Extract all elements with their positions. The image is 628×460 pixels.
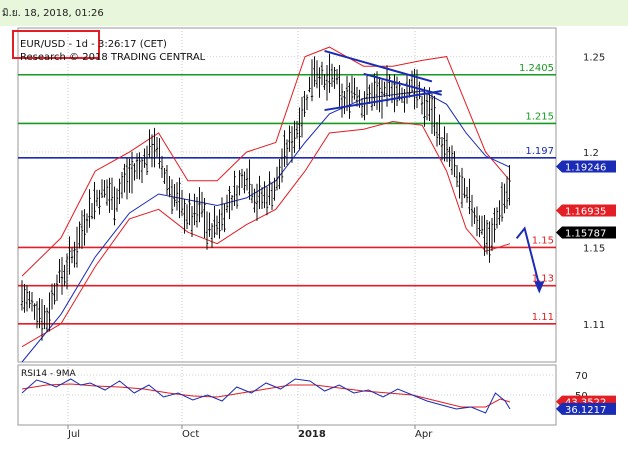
level-label: 1.13	[532, 274, 554, 285]
level-label: 1.197	[525, 146, 554, 157]
rsi-ma-line	[21, 383, 511, 408]
price-tag: 1.15787	[565, 228, 606, 239]
price-tag-bg	[556, 160, 616, 173]
date-bar: มิ.ย. 18, 2018, 01:26	[0, 0, 628, 26]
bollinger-lower	[21, 120, 511, 348]
rsi-line	[21, 378, 511, 414]
price-tag-bg	[556, 204, 616, 217]
x-tick-label: 2018	[298, 429, 326, 440]
rsi-tick-label: 70	[575, 371, 588, 382]
triangle-line	[324, 49, 433, 83]
forecast-arrowhead	[534, 281, 545, 294]
level-label: 1.11	[532, 312, 554, 323]
y-tick-label: 1.15	[583, 243, 605, 254]
rsi-tag: 36.1217	[565, 405, 606, 416]
series	[20, 46, 545, 363]
forecast-arrow	[515, 226, 541, 286]
level-label: 1.2405	[519, 63, 554, 74]
x-tick-label: Apr	[415, 429, 433, 440]
x-tick-label: Jul	[67, 429, 80, 440]
level-label: 1.215	[525, 111, 554, 122]
x-tick-label: Oct	[182, 429, 199, 440]
rsi-legend: RSI14 - 9MA	[21, 369, 77, 379]
triangle-line	[363, 72, 442, 96]
rsi-tag-bg	[556, 402, 616, 415]
moving-average	[21, 90, 511, 363]
date-text: มิ.ย. 18, 2018, 01:26	[2, 8, 104, 19]
highlight-box	[12, 30, 100, 59]
y-tick-label: 1.2	[583, 148, 599, 159]
price-tag-bg	[556, 226, 616, 239]
copyright-text: Research © 2018 TRADING CENTRAL	[20, 52, 206, 63]
rsi-series	[18, 374, 556, 414]
price-tag: 1.16935	[565, 207, 606, 218]
bollinger-upper	[21, 46, 511, 277]
level-label: 1.15	[532, 235, 554, 246]
y-tick-label: 1.11	[583, 320, 605, 331]
triangle-line	[324, 89, 442, 112]
price-tag: 1.19246	[565, 162, 606, 173]
rsi-panel-frame	[17, 364, 557, 426]
y-tick-label: 1.25	[583, 53, 605, 64]
chart-title: EUR/USD - 1d - 3:26:17 (CET)	[20, 39, 167, 50]
